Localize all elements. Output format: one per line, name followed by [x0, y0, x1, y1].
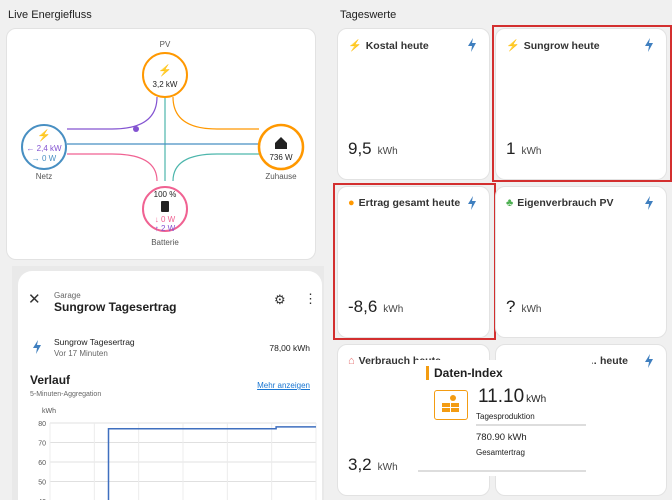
divider: [476, 424, 586, 426]
grid-import-value: ← 2,4 kW: [26, 144, 62, 153]
total-yield-label: Gesamtertrag: [476, 448, 525, 457]
sprout-icon: ♣: [506, 197, 514, 209]
entity-name: Sungrow Tagesertrag: [54, 337, 135, 347]
tile-unit: kWh: [383, 304, 404, 315]
flow-pv-home: [172, 96, 259, 130]
flash-icon: ⚡: [348, 40, 362, 52]
battery-charge: ↑ 2 W: [155, 224, 176, 233]
dialog-area: Garage: [54, 291, 81, 300]
y-tick-label: 80: [38, 421, 46, 428]
energy-flow-title: Live Energiefluss: [8, 9, 92, 21]
gear-icon[interactable]: ⚙: [274, 292, 286, 307]
grid-label: Netz: [36, 172, 52, 181]
entity-last-changed: Vor 17 Minuten: [54, 349, 108, 358]
energy-flow-card: PV ⚡ 3,2 kW ⚡ ← 2,4 kW → 0 W Netz 736 W …: [6, 28, 316, 260]
more-info-dialog-backdrop: ✕ Garage Sungrow Tagesertrag ⚙ ⋮ Sungrow…: [12, 266, 324, 500]
home-label: Zuhause: [265, 172, 297, 181]
flow-grid-battery: [67, 153, 158, 182]
solar-panel-icon: ⚡: [158, 64, 172, 77]
history-title: Verlauf: [30, 373, 71, 387]
daten-index-overlay: Daten-Index 11.10 kWh Tagesproduktion 780…: [416, 360, 592, 476]
chart-unit: kWh: [42, 408, 56, 415]
tile-value: 1: [506, 139, 516, 158]
tile-value: 3,2: [348, 455, 372, 474]
flash-icon: [645, 38, 653, 52]
solar-panel-icon: [434, 390, 468, 420]
tile-value: 9,5: [348, 139, 372, 158]
daily-production-value: 11.10: [478, 386, 525, 407]
show-more-link[interactable]: Mehr anzeigen: [257, 381, 310, 390]
house-icon: ⌂: [348, 355, 355, 367]
home-icon: [275, 137, 287, 149]
grid-node[interactable]: [21, 124, 67, 170]
sun-icon: ●: [348, 197, 355, 209]
energy-flow-diagram: PV ⚡ 3,2 kW ⚡ ← 2,4 kW → 0 W Netz 736 W …: [21, 40, 305, 247]
y-tick-label: 60: [38, 460, 46, 467]
pv-label: PV: [160, 40, 171, 49]
tile-kostal-heute[interactable]: ⚡ Kostal heute 9,5 kWh: [337, 28, 490, 180]
y-tick-label: 70: [38, 441, 46, 448]
battery-icon: [161, 201, 169, 212]
tile-sungrow-heute[interactable]: ⚡ Sungrow heute 1 kWh: [495, 28, 667, 180]
battery-soc: 100 %: [154, 190, 177, 199]
tile-value: ?: [506, 297, 516, 316]
history-chart: kWh 8070605040: [38, 408, 317, 500]
transmission-tower-icon: ⚡: [37, 129, 51, 142]
flash-icon: [645, 196, 653, 210]
divider: [418, 470, 586, 472]
battery-label: Batterie: [151, 238, 179, 247]
tile-ertrag-gesamt[interactable]: ● Ertrag gesamt heute -8,6 kWh: [337, 186, 490, 338]
flash-icon: [468, 196, 476, 210]
flash-icon: [645, 354, 653, 368]
close-icon[interactable]: ✕: [28, 291, 41, 308]
daily-values-title: Tageswerte: [340, 9, 397, 21]
history-line: [107, 426, 316, 500]
tile-unit: kWh: [377, 146, 398, 157]
flash-icon: [468, 38, 476, 52]
more-vert-icon[interactable]: ⋮: [304, 291, 317, 306]
overlay-title: Daten-Index: [434, 366, 503, 380]
flow-dot: [133, 126, 139, 132]
tile-value: -8,6: [348, 297, 378, 316]
pv-node[interactable]: [142, 52, 188, 98]
dialog-title: Sungrow Tagesertrag: [54, 300, 177, 314]
tile-unit: kWh: [377, 462, 398, 473]
tile-unit: kWh: [521, 146, 542, 157]
flow-pv-grid: [67, 96, 158, 130]
grid-export-value: → 0 W: [32, 154, 57, 163]
battery-discharge: ↓ 0 W: [155, 215, 176, 224]
daily-production-unit: kWh: [526, 394, 547, 405]
entity-value: 78,00 kWh: [269, 343, 310, 353]
more-info-dialog: ✕ Garage Sungrow Tagesertrag ⚙ ⋮ Sungrow…: [18, 271, 322, 500]
flow-battery-home: [172, 153, 259, 182]
home-value: 736 W: [269, 153, 293, 162]
tile-unit: kWh: [521, 304, 542, 315]
y-tick-label: 50: [38, 480, 46, 487]
tile-eigenverbrauch[interactable]: ♣ Eigenverbrauch PV ? kWh: [495, 186, 667, 338]
flash-icon: ⚡: [506, 40, 520, 52]
accent-bar: [426, 366, 429, 380]
daily-production-label: Tagesproduktion: [476, 412, 535, 421]
flash-icon: [33, 340, 41, 354]
pv-value: 3,2 kW: [153, 80, 178, 89]
total-yield-value: 780.90 kWh: [476, 432, 527, 443]
aggregation-label: 5-Minuten-Aggregation: [30, 391, 102, 398]
